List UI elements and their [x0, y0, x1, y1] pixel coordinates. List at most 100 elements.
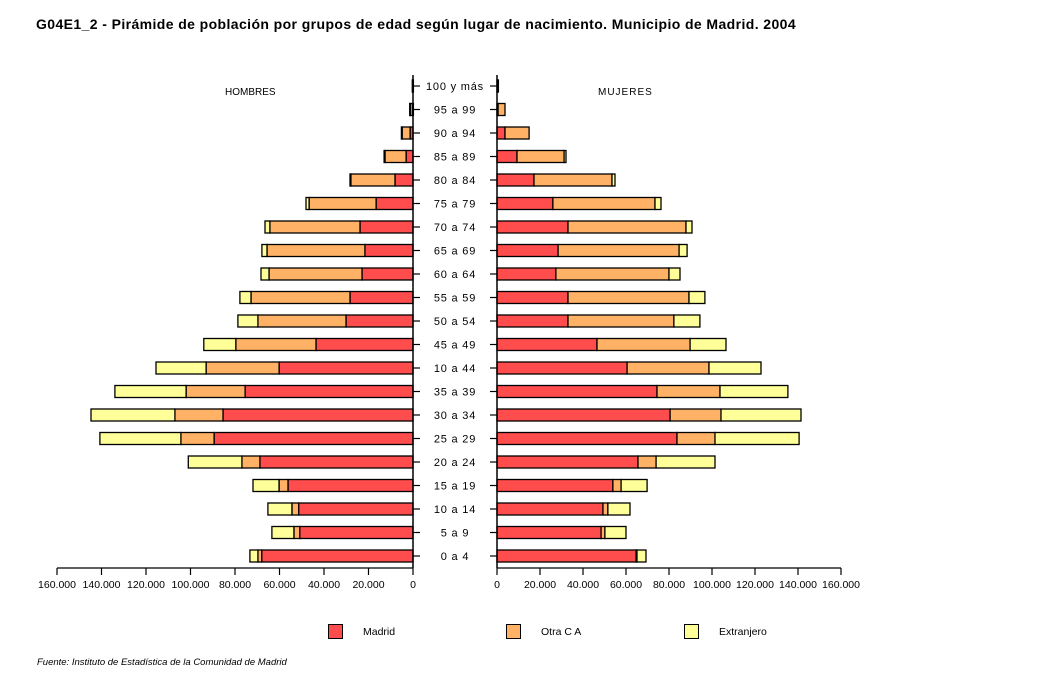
hombres-bar-otra-c-a-5 [308, 196, 377, 211]
hombres-bar-otra-c-a-15 [180, 431, 215, 446]
hombres-bar-extranjero-19 [271, 525, 295, 540]
age-group-label: 35 a 39 [434, 387, 476, 399]
hombres-bar-extranjero-13 [114, 384, 187, 399]
mujeres-bar-otra-c-a-14 [669, 408, 722, 422]
hombres-bar-otra-c-a-8 [268, 267, 363, 281]
age-group-label: 50 a 54 [434, 316, 476, 328]
hombres-bar-extranjero-14 [90, 408, 176, 422]
mujeres-bar-otra-c-a-4 [533, 173, 613, 187]
right-x-tick-label: 40.000 [567, 579, 599, 591]
source-note: Fuente: Instituto de Estadística de la C… [37, 657, 287, 668]
mujeres-bar-madrid-9 [496, 290, 569, 305]
mujeres-bar-otra-c-a-13 [656, 384, 721, 399]
x-axis-ticks: 0 0 20.000 20.000 40.000 40.000 60.000 60.000 80… [38, 567, 860, 591]
hombres-bar-madrid-20 [261, 549, 414, 563]
left-x-tick-label: 20.000 [352, 579, 384, 591]
mujeres-bar-otra-c-a-7 [557, 243, 680, 258]
hombres-bar-madrid-10 [345, 314, 414, 328]
age-group-label: 10 a 14 [434, 504, 476, 516]
hombres-bar-extranjero-20 [249, 549, 259, 563]
mujeres-bar-otra-c-a-11 [596, 337, 691, 352]
hombres-bar-otra-c-a-9 [250, 290, 351, 305]
mujeres-bar-extranjero-16 [655, 455, 716, 469]
right-x-tick-label: 100.000 [693, 579, 731, 591]
mujeres-bar-madrid-15 [496, 431, 678, 446]
mujeres-bar-extranjero-17 [620, 478, 648, 493]
hombres-bar-otra-c-a-7 [266, 243, 366, 258]
age-group-label: 55 a 59 [434, 293, 476, 305]
hombres-bar-otra-c-a-18 [291, 502, 300, 516]
age-group-label: 75 a 79 [434, 199, 476, 211]
age-group-label: 60 a 64 [434, 269, 476, 281]
left-x-tick-label: 40.000 [308, 579, 340, 591]
legend-swatch [684, 624, 699, 639]
chart-legend: Madrid Otra C A Extranjero [328, 624, 862, 639]
mujeres-bar-extranjero-13 [719, 384, 789, 399]
mujeres-bar-extranjero-3 [563, 149, 567, 164]
mujeres-bar-otra-c-a-12 [626, 361, 710, 375]
hombres-bar-madrid-13 [244, 384, 414, 399]
mujeres-bar-extranjero-6 [685, 220, 693, 234]
left-x-tick-label: 160.000 [38, 579, 76, 591]
mujeres-bar-madrid-17 [496, 478, 614, 493]
hombres-bar-madrid-3 [405, 149, 414, 164]
mujeres-bar-madrid-6 [496, 220, 569, 234]
age-group-labels: 100 y más 95 a 99 90 a 94 85 a 89 80 a 84 75 … [426, 81, 483, 563]
mujeres-bar-extranjero-5 [654, 196, 662, 211]
hombres-bar-extranjero-17 [252, 478, 280, 493]
hombres-bar-madrid-8 [361, 267, 414, 281]
hombres-bar-madrid-4 [394, 173, 414, 187]
hombres-bar-madrid-12 [278, 361, 414, 375]
hombres-bar-otra-c-a-17 [278, 478, 289, 493]
mujeres-bar-otra-c-a-15 [676, 431, 716, 446]
hombres-bar-extranjero-4 [349, 173, 352, 187]
hombres-bar-madrid-14 [222, 408, 414, 422]
right-x-tick-label: 0 [494, 579, 500, 591]
hombres-bar-otra-c-a-6 [269, 220, 361, 234]
mujeres-bar-madrid-19 [496, 525, 602, 540]
legend-label: Madrid [363, 625, 396, 638]
hombres-bar-otra-c-a-2 [401, 126, 411, 140]
hombres-bar-madrid-16 [259, 455, 414, 469]
hombres-bar-madrid-11 [315, 337, 414, 352]
legend-item-otra-c-a: Otra C A [506, 624, 684, 639]
right-x-tick-label: 80.000 [653, 579, 685, 591]
age-group-label: 30 a 34 [434, 410, 476, 422]
left-x-tick-label: 0 [410, 579, 416, 591]
right-x-tick-label: 140.000 [779, 579, 817, 591]
hombres-bar-extranjero-12 [155, 361, 207, 375]
mujeres-bar-madrid-11 [496, 337, 598, 352]
mujeres-bar-otra-c-a-2 [504, 126, 530, 140]
mujeres-bar-extranjero-7 [678, 243, 688, 258]
mujeres-panel-label: MUJERES [598, 87, 653, 98]
right-x-tick-label: 60.000 [610, 579, 642, 591]
hombres-bar-extranjero-5 [305, 196, 310, 211]
legend-swatch [328, 624, 343, 639]
mujeres-bar-extranjero-11 [689, 337, 727, 352]
hombres-bar-extranjero-3 [383, 149, 386, 164]
hombres-bar-extranjero-18 [267, 502, 293, 516]
mujeres-bar-otra-c-a-16 [637, 455, 657, 469]
hombres-bar-otra-c-a-11 [235, 337, 317, 352]
mujeres-bar-extranjero-19 [604, 525, 627, 540]
hombres-bar-madrid-5 [375, 196, 414, 211]
mujeres-bar-madrid-14 [496, 408, 671, 422]
mujeres-bar-otra-c-a-18 [602, 502, 609, 516]
hombres-bar-otra-c-a-14 [174, 408, 224, 422]
mujeres-bar-otra-c-a-1 [497, 102, 506, 117]
mujeres-bar-extranjero-20 [636, 549, 647, 563]
hombres-bar-madrid-17 [287, 478, 414, 493]
hombres-bar-extranjero-6 [264, 220, 271, 234]
age-group-label: 15 a 19 [434, 481, 476, 493]
hombres-bar-madrid-7 [364, 243, 414, 258]
legend-item-extranjero: Extranjero [684, 624, 862, 639]
legend-label: Extranjero [719, 625, 767, 638]
age-group-label: 65 a 69 [434, 246, 476, 258]
legend-swatch [506, 624, 521, 639]
mujeres-bar-madrid-5 [496, 196, 554, 211]
hombres-bar-extranjero-10 [237, 314, 259, 328]
age-group-label: 90 a 94 [434, 128, 476, 140]
mujeres-bar-extranjero-4 [611, 173, 616, 187]
mujeres-bar-otra-c-a-10 [567, 314, 675, 328]
